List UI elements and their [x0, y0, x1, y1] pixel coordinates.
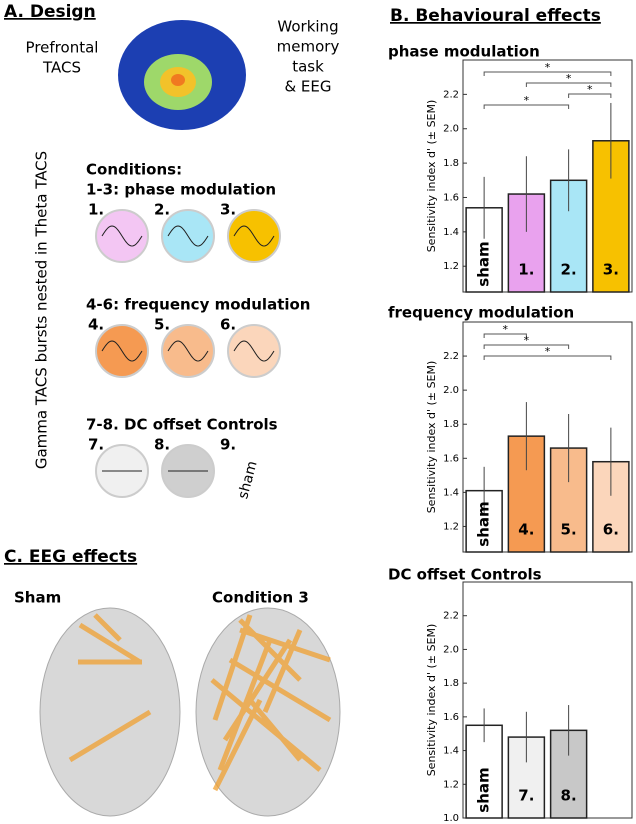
significance-bracket — [568, 93, 612, 98]
significance-bracket — [525, 82, 612, 87]
task-label: memory — [277, 38, 340, 56]
connections — [68, 613, 152, 763]
condition-number: 4. — [88, 316, 104, 334]
panel-b-title: B. Behavioural effects — [390, 6, 601, 26]
side-label: Gamma TACS bursts nested in Theta TACS — [33, 151, 51, 469]
significance-star: * — [545, 61, 551, 74]
condition-number: 2. — [154, 201, 170, 219]
group-heading: 7-8. DC offset Controls — [86, 416, 278, 434]
stim-label: TACS — [42, 59, 81, 77]
significance-bracket — [483, 104, 570, 109]
y-tick-label: 1.2 — [443, 521, 459, 532]
y-tick-label: 1.0 — [443, 813, 459, 824]
stim-label: Prefrontal — [26, 39, 99, 57]
condition-number: 6. — [220, 316, 236, 334]
category-label: 4. — [518, 521, 534, 539]
category-label: sham — [475, 501, 493, 546]
category-label: 2. — [561, 261, 577, 279]
plot-frame — [462, 581, 633, 819]
task-label: Working — [277, 18, 338, 36]
waveform — [101, 225, 143, 247]
y-tick-label: 1.8 — [443, 419, 459, 430]
category-label: 6. — [603, 521, 619, 539]
conditions-heading: Conditions: — [86, 161, 182, 179]
plot-frame — [462, 321, 633, 553]
brain-top — [39, 607, 181, 817]
eeg-condition3 — [195, 607, 341, 817]
condition-number: 1. — [88, 201, 104, 219]
category-label: 7. — [518, 787, 534, 805]
group-heading: 4-6: frequency modulation — [86, 296, 311, 314]
category-label: sham — [475, 241, 493, 286]
y-tick-label: 1.8 — [443, 158, 459, 169]
category-label: sham — [475, 767, 493, 812]
y-tick-label: 1.6 — [443, 712, 459, 723]
chart-title: phase modulation — [388, 43, 540, 61]
y-axis-label: Sensitivity index d' (± SEM) — [425, 624, 438, 777]
chart-title: frequency modulation — [388, 304, 574, 322]
map-label: Condition 3 — [212, 589, 309, 607]
y-tick-label: 1.4 — [443, 487, 459, 498]
map-label: Sham — [14, 589, 61, 607]
y-tick-label: 2.0 — [443, 644, 459, 655]
waveform — [233, 225, 275, 247]
task-label: task — [292, 58, 324, 76]
condition-number: 8. — [154, 436, 170, 454]
y-tick-label: 2.2 — [443, 611, 459, 622]
y-axis-label: Sensitivity index d' (± SEM) — [425, 100, 438, 253]
significance-star: * — [503, 323, 509, 336]
condition-number: 7. — [88, 436, 104, 454]
category-label: 5. — [561, 521, 577, 539]
stim-peak — [171, 74, 185, 86]
y-tick-label: 1.2 — [443, 779, 459, 790]
eeg-sham — [39, 607, 181, 817]
y-tick-label: 1.6 — [443, 192, 459, 203]
waveform — [233, 340, 275, 362]
significance-bracket — [483, 71, 612, 76]
y-tick-label: 1.8 — [443, 678, 459, 689]
y-tick-label: 2.2 — [443, 351, 459, 362]
sham-label: sham — [235, 459, 260, 500]
connections — [210, 614, 332, 792]
y-tick-label: 1.4 — [443, 227, 459, 238]
y-tick-label: 1.2 — [443, 261, 459, 272]
bar — [465, 489, 503, 553]
plot-frame — [462, 59, 633, 293]
condition-number: 3. — [220, 201, 236, 219]
y-tick-label: 1.4 — [443, 746, 459, 757]
category-label: 8. — [561, 787, 577, 805]
significance-star: * — [545, 345, 551, 358]
waveform — [101, 340, 143, 362]
brain-model — [118, 20, 246, 130]
task-label: & EEG — [284, 78, 331, 96]
category-label: 3. — [603, 261, 619, 279]
significance-bracket — [483, 344, 570, 349]
y-tick-label: 1.6 — [443, 453, 459, 464]
category-label: 1. — [518, 261, 534, 279]
waveform — [167, 340, 209, 362]
group-heading: 1-3: phase modulation — [86, 181, 276, 199]
significance-bracket — [483, 355, 612, 360]
condition-number: 5. — [154, 316, 170, 334]
chart-title: DC offset Controls — [388, 566, 542, 584]
panel-c-title: C. EEG effects — [4, 547, 137, 567]
y-tick-label: 2.0 — [443, 124, 459, 135]
significance-bracket — [483, 333, 527, 338]
y-tick-label: 2.0 — [443, 385, 459, 396]
significance-star: * — [524, 94, 530, 107]
waveform — [167, 225, 209, 247]
condition-number: 9. — [220, 436, 236, 454]
significance-star: * — [524, 334, 530, 347]
significance-star: * — [566, 72, 572, 85]
y-axis-label: Sensitivity index d' (± SEM) — [425, 361, 438, 514]
significance-star: * — [587, 83, 593, 96]
y-tick-label: 2.2 — [443, 89, 459, 100]
panel-a-title: A. Design — [4, 2, 96, 22]
